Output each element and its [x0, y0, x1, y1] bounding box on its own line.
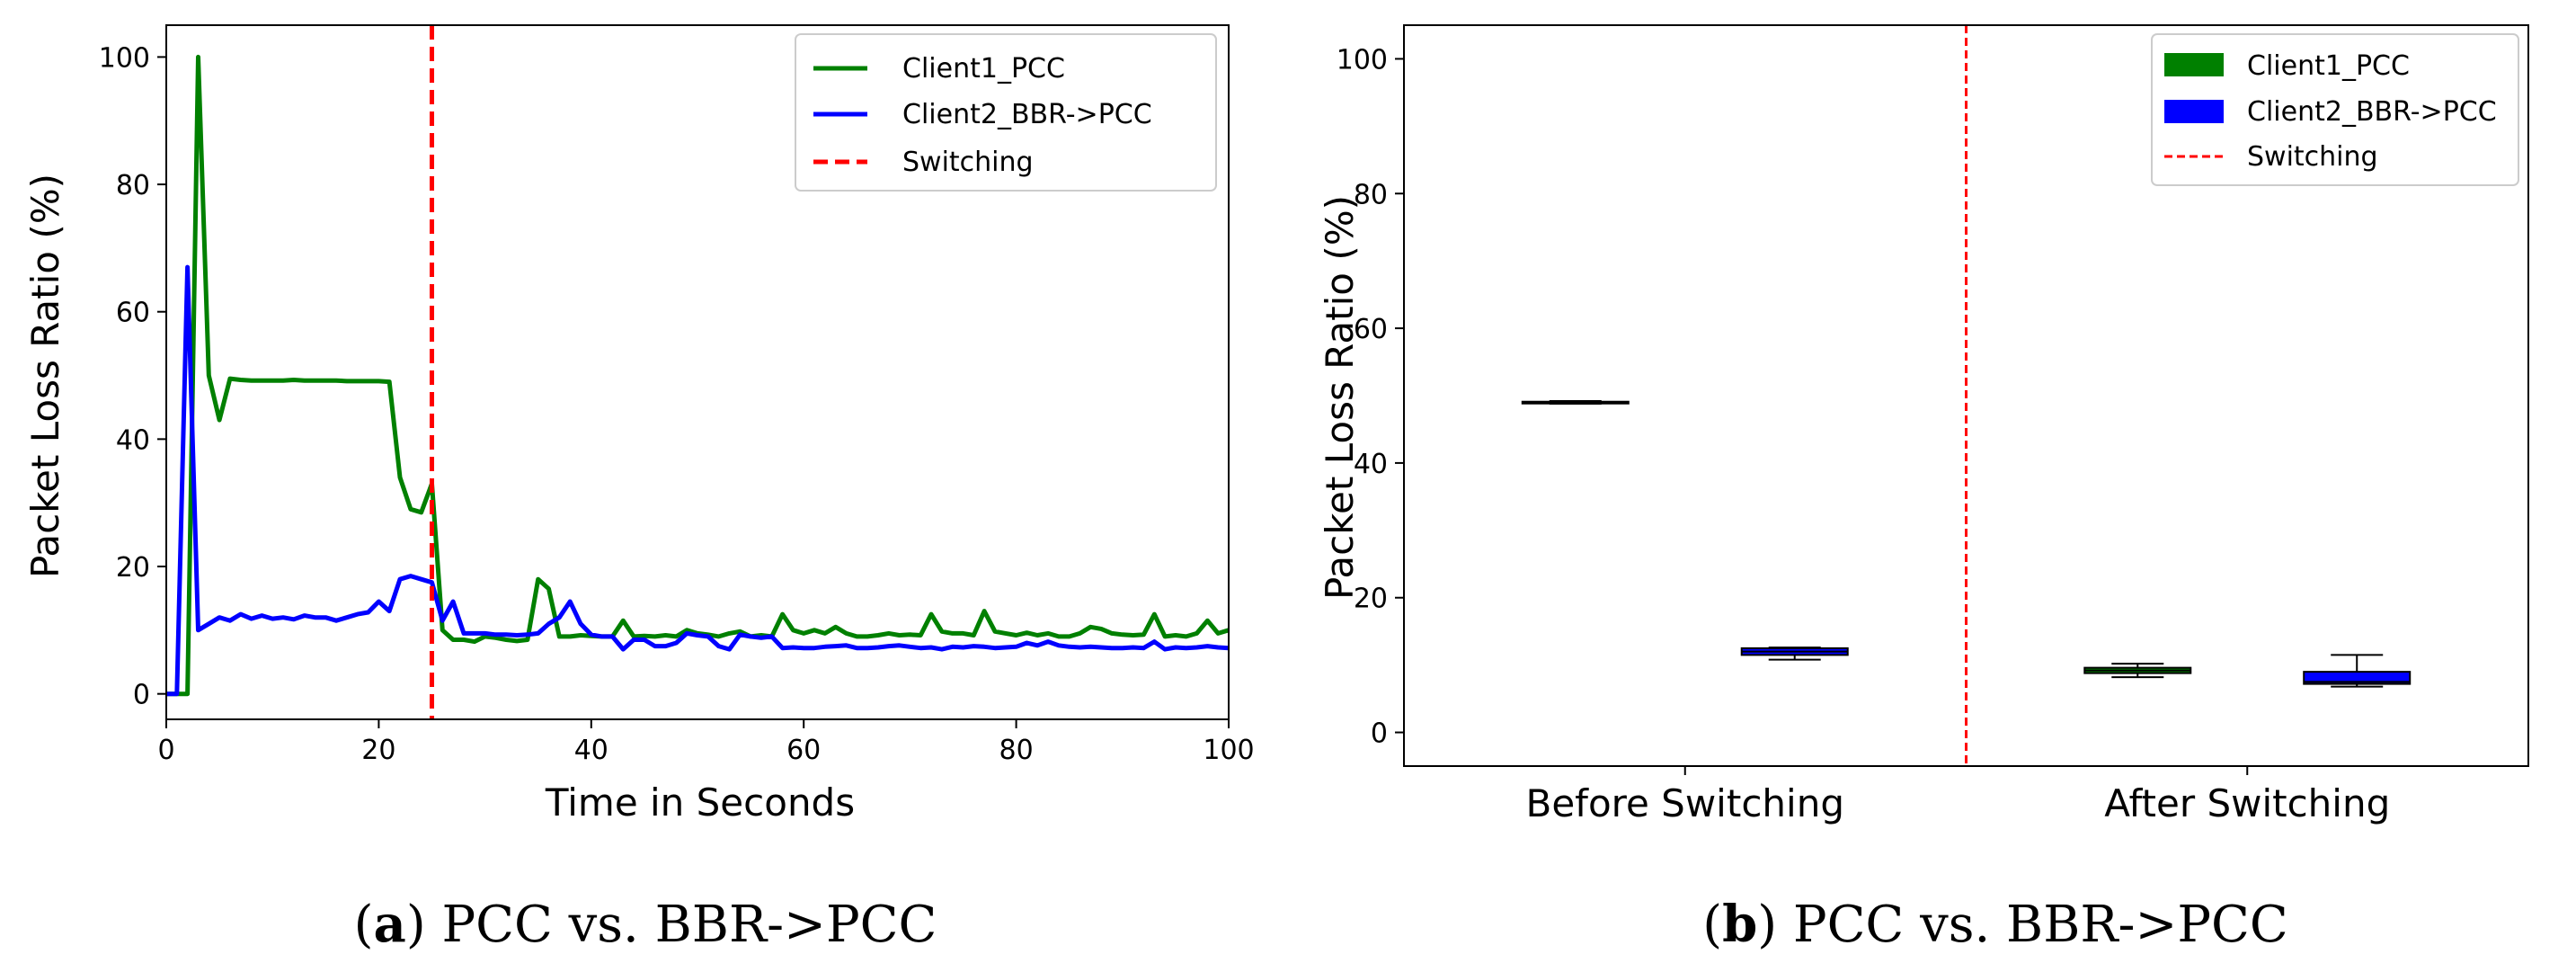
chart-b-box-1	[1521, 399, 1630, 405]
chart-b-ytick-label: 100	[1337, 44, 1388, 76]
chart-b-ytick-label: 40	[1354, 449, 1388, 480]
chart-b-frame	[1403, 24, 2529, 767]
chart-b-plot-area	[1521, 25, 2412, 766]
chart-a-xtick-label: 0	[157, 735, 174, 766]
chart-a-xtick-label: 80	[999, 735, 1034, 766]
legend-b-label-client2: Client2_BBR->PCC	[2247, 96, 2497, 128]
chart-a-ytick-label: 40	[116, 424, 150, 456]
caption-b: (b) PCC vs. BBR->PCC	[1702, 895, 2288, 954]
chart-a-ylabel: Packet Loss Ratio (%)	[23, 174, 67, 578]
chart-b-box-2	[1740, 647, 1849, 661]
legend-b-swatch-client2	[2164, 100, 2224, 123]
chart-b-box-3	[2083, 663, 2192, 679]
chart-a-xlabel: Time in Seconds	[545, 780, 855, 825]
chart-a-xtick-label: 40	[574, 735, 608, 766]
chart-a-xtick-label: 20	[361, 735, 395, 766]
chart-b-ylabel: Packet Loss Ratio (%)	[1318, 195, 1362, 600]
chart-a-plot-area	[166, 25, 1230, 719]
chart-b-ytick-label: 60	[1354, 314, 1388, 345]
caption-a-close: )	[406, 896, 442, 954]
chart-b-legend-box	[2151, 33, 2519, 186]
chart-a-frame	[165, 24, 1230, 720]
chart-b-legend: Client1_PCC Client2_BBR->PCC Switching	[2151, 33, 2519, 186]
legend-a-label-client1: Client1_PCC	[902, 53, 1065, 85]
caption-a: (a) PCC vs. BBR->PCC	[354, 895, 937, 954]
chart-b-axes: 0 20 40 60 80 100 Before Switching After Switch…	[1337, 24, 2529, 825]
chart-a-ytick-label: 20	[116, 552, 150, 584]
chart-b-category-label: After Switching	[2104, 781, 2390, 825]
chart-b-box-body	[2303, 671, 2412, 685]
legend-a-label-switching: Switching	[902, 147, 1034, 178]
chart-a-xtick-label: 100	[1203, 735, 1254, 766]
chart-b-ytick-label: 20	[1354, 584, 1388, 615]
chart-b-box-4	[2303, 654, 2412, 688]
legend-b-swatch-client1	[2164, 53, 2224, 76]
chart-b-category-label: Before Switching	[1526, 781, 1844, 825]
chart-a-series-line-2	[166, 264, 1230, 697]
legend-b-label-client1: Client1_PCC	[2247, 50, 2410, 82]
legend-b-label-switching: Switching	[2247, 141, 2378, 173]
chart-a-ytick-label: 60	[116, 298, 150, 329]
caption-b-letter: b	[1722, 895, 1757, 954]
chart-a-xtick-label: 60	[786, 735, 821, 766]
chart-a-axes: 0 20 40 60 80 100 0 20 40 60 80 100	[99, 24, 1255, 766]
caption-b-text: PCC vs. BBR->PCC	[1793, 896, 2288, 954]
caption-b-open: (	[1702, 896, 1722, 954]
chart-a-ytick-label: 80	[116, 170, 150, 201]
chart-a-legend: Client1_PCC Client2_BBR->PCC Switching	[795, 33, 1217, 192]
chart-a-ytick-label: 100	[99, 42, 150, 74]
legend-a-label-client2: Client2_BBR->PCC	[902, 99, 1152, 130]
chart-a-ytick-label: 0	[133, 680, 150, 711]
chart-b-ytick-label: 0	[1371, 718, 1388, 750]
panel-a: 0 20 40 60 80 100 0 20 40 60 80 100 Time in Seconds…	[23, 24, 1255, 954]
chart-a-legend-box	[795, 33, 1217, 192]
panel-b: 0 20 40 60 80 100 Before Switching After Switch…	[1318, 24, 2529, 954]
caption-b-close: )	[1757, 896, 1793, 954]
caption-a-text: PCC vs. BBR->PCC	[441, 896, 937, 954]
caption-a-open: (	[354, 896, 374, 954]
chart-b-ytick-label: 80	[1354, 179, 1388, 210]
caption-a-letter: a	[374, 895, 406, 954]
